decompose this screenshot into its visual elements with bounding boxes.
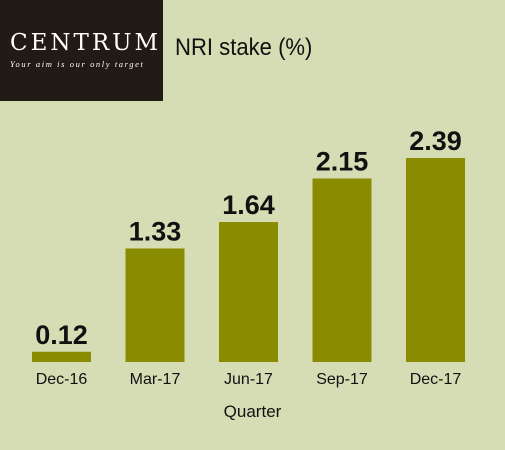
value-label: 1.33	[129, 216, 182, 246]
chart-title: NRI stake (%)	[175, 34, 313, 61]
category-label: Sep-17	[316, 371, 368, 388]
category-label: Mar-17	[130, 371, 181, 388]
bar-jun-17	[219, 222, 278, 362]
value-label: 2.39	[409, 126, 462, 156]
value-label: 0.12	[35, 320, 88, 350]
logo-tagline: Your aim is our only target	[10, 59, 145, 69]
category-label: Dec-16	[36, 371, 88, 388]
x-axis-label: Quarter	[223, 402, 282, 421]
value-label: 2.15	[316, 146, 369, 176]
bar-sep-17	[312, 178, 372, 362]
logo: CENTRUM Your aim is our only target	[0, 0, 163, 101]
category-label: Dec-17	[410, 371, 462, 388]
bar-mar-17	[125, 248, 185, 362]
logo-name: CENTRUM	[10, 30, 162, 56]
bar-dec-16	[32, 351, 91, 362]
bar-dec-17	[406, 158, 465, 362]
category-label: Jun-17	[224, 371, 273, 388]
value-label: 1.64	[222, 190, 275, 220]
